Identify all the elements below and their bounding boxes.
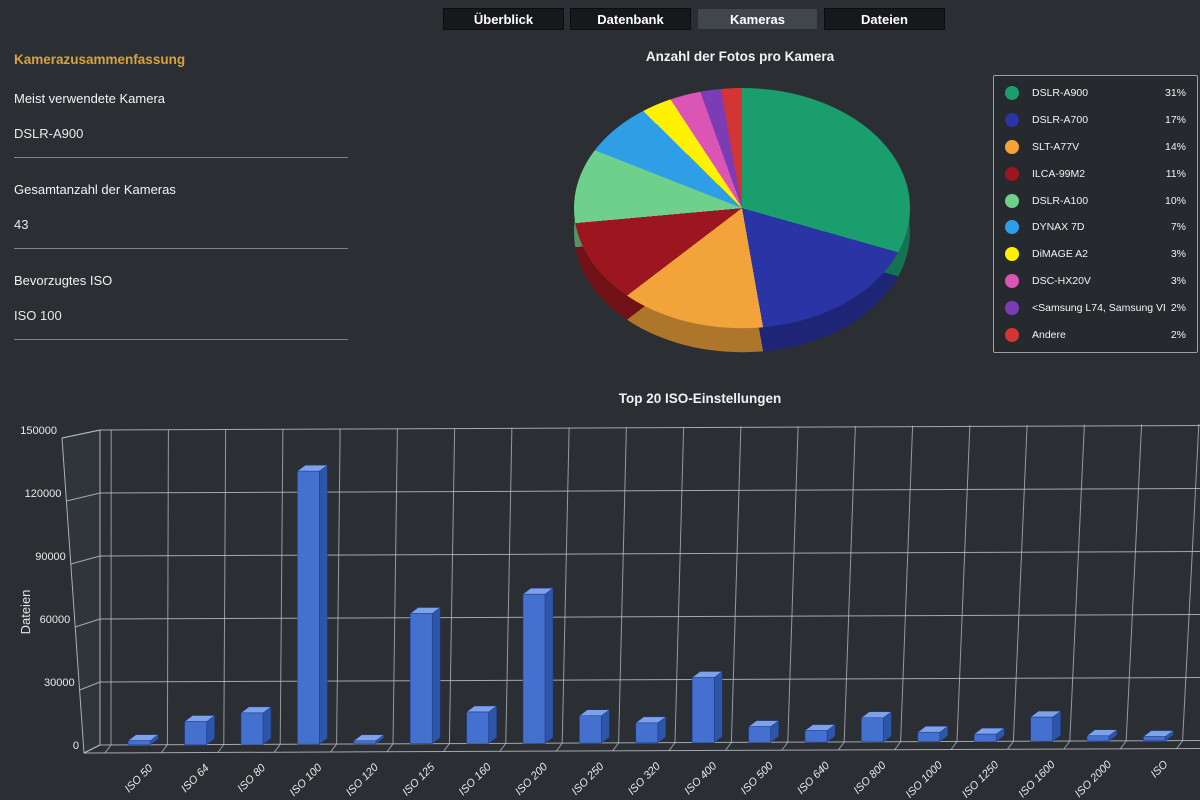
svg-text:ISO 50: ISO 50 <box>123 762 156 795</box>
svg-text:ISO 100: ISO 100 <box>287 761 325 799</box>
legend-item-label: DiMAGE A2 <box>1032 248 1089 261</box>
legend-swatch-icon <box>1005 301 1019 315</box>
svg-text:ISO: ISO <box>1149 758 1171 780</box>
legend-item: Andere 2% <box>1005 327 1186 342</box>
legend-item-percent: 11% <box>1165 167 1186 180</box>
pie-legend: DSLR-A900 31% DSLR-A700 17% SLT-A77V 14% ILCA-… <box>993 75 1198 353</box>
svg-text:ISO 2000: ISO 2000 <box>1073 758 1115 800</box>
legend-item: SLT-A77V 14% <box>1005 139 1186 154</box>
legend-item-percent: 10% <box>1164 194 1186 207</box>
svg-text:ISO 125: ISO 125 <box>400 761 438 799</box>
legend-item-label: <Samsung L74, Samsung VL... <box>1032 302 1165 314</box>
legend-item-percent: 31% <box>1164 87 1186 99</box>
svg-text:ISO 400: ISO 400 <box>682 760 720 798</box>
camera-summary-panel: Kamerazusammenfassung Meist verwendete K… <box>14 52 348 340</box>
bar-chart-title: Top 20 ISO-Einstellungen <box>618 391 782 406</box>
pie-top-face <box>574 88 910 329</box>
legend-item: DSLR-A100 10% <box>1005 193 1186 208</box>
legend-item-percent: 3% <box>1170 275 1186 288</box>
preferred-iso-value: ISO 100 <box>14 308 62 323</box>
svg-text:30000: 30000 <box>44 677 75 689</box>
camera-count-value: 43 <box>14 217 29 232</box>
summary-heading: Kamerazusammenfassung <box>14 52 186 67</box>
legend-swatch-icon <box>1005 274 1019 289</box>
legend-item: DSC-HX20V 3% <box>1005 274 1186 289</box>
legend-item-label: DSLR-A100 <box>1032 194 1089 207</box>
legend-item: DiMAGE A2 3% <box>1005 247 1186 262</box>
legend-item: DYNAX 7D 7% <box>1005 220 1186 235</box>
legend-item-label: ILCA-99M2 <box>1032 167 1086 180</box>
preferred-iso-label: Bevorzugtes ISO <box>14 273 113 288</box>
legend-item-percent: 2% <box>1170 328 1186 341</box>
legend-swatch-icon <box>1005 193 1019 208</box>
legend-item-label: DSC-HX20V <box>1032 275 1091 288</box>
camera-count-label: Gesamtanzahl der Kameras <box>14 182 176 197</box>
svg-text:ISO 64: ISO 64 <box>179 762 212 795</box>
svg-text:120000: 120000 <box>25 488 62 500</box>
iso-bar-chart: 0 30000 60000 90000 120000 150000 ISO 50 ISO 64… <box>18 424 1200 800</box>
divider <box>14 248 348 249</box>
svg-text:0: 0 <box>73 740 79 752</box>
legend-item: DSLR-A900 31% <box>1005 86 1186 100</box>
svg-text:ISO 500: ISO 500 <box>739 759 777 797</box>
legend-item-percent: 17% <box>1164 113 1186 126</box>
tab-dateien[interactable]: Dateien <box>824 8 945 30</box>
legend-swatch-icon <box>1005 327 1019 342</box>
legend-swatch-icon <box>1005 220 1019 235</box>
svg-text:90000: 90000 <box>35 551 66 563</box>
legend-item-label: SLT-A77V <box>1032 140 1080 153</box>
svg-text:ISO 1250: ISO 1250 <box>960 758 1002 800</box>
legend-item-label: DSLR-A900 <box>1032 87 1089 99</box>
legend-item-label: Andere <box>1032 328 1066 341</box>
legend-item: <Samsung L74, Samsung VL... 2% <box>1005 301 1186 315</box>
most-used-camera-label: Meist verwendete Kamera <box>14 91 166 106</box>
legend-swatch-icon <box>1005 86 1019 100</box>
svg-text:ISO 800: ISO 800 <box>851 759 889 797</box>
svg-text:ISO 120: ISO 120 <box>344 761 382 799</box>
pie-chart-title: Anzahl der Fotos pro Kamera <box>645 49 835 64</box>
svg-text:60000: 60000 <box>40 614 71 626</box>
svg-text:ISO 250: ISO 250 <box>569 760 607 798</box>
legend-item-percent: 14% <box>1164 140 1186 153</box>
svg-text:ISO 320: ISO 320 <box>626 760 664 798</box>
legend-item-label: DSLR-A700 <box>1032 113 1089 126</box>
svg-text:Dateien: Dateien <box>18 590 33 635</box>
svg-text:ISO 1600: ISO 1600 <box>1016 758 1058 800</box>
svg-text:ISO 80: ISO 80 <box>235 761 268 794</box>
divider <box>14 339 348 340</box>
legend-swatch-icon <box>1005 139 1019 154</box>
svg-text:150000: 150000 <box>20 425 57 437</box>
legend-item: DSLR-A700 17% <box>1005 112 1186 127</box>
tab-datenbank[interactable]: Datenbank <box>570 8 691 30</box>
photos-per-camera-pie-chart <box>574 88 910 356</box>
legend-item: ILCA-99M2 11% <box>1005 166 1186 181</box>
legend-swatch-icon <box>1005 112 1019 127</box>
tab-bar: Überblick Datenbank Kameras Dateien <box>443 8 945 30</box>
svg-text:ISO 200: ISO 200 <box>513 760 551 798</box>
tab-ueberblick[interactable]: Überblick <box>443 8 564 30</box>
legend-item-percent: 7% <box>1170 221 1186 234</box>
svg-text:ISO 640: ISO 640 <box>795 759 833 797</box>
legend-swatch-icon <box>1005 247 1019 262</box>
tab-kameras[interactable]: Kameras <box>697 8 818 30</box>
divider <box>14 157 348 158</box>
legend-item-percent: 2% <box>1170 302 1186 314</box>
svg-text:ISO 160: ISO 160 <box>457 761 495 799</box>
legend-swatch-icon <box>1005 166 1019 181</box>
svg-text:ISO 1000: ISO 1000 <box>904 759 946 800</box>
most-used-camera-value: DSLR-A900 <box>14 126 84 141</box>
legend-item-label: DYNAX 7D <box>1032 221 1085 234</box>
legend-item-percent: 3% <box>1170 248 1186 261</box>
